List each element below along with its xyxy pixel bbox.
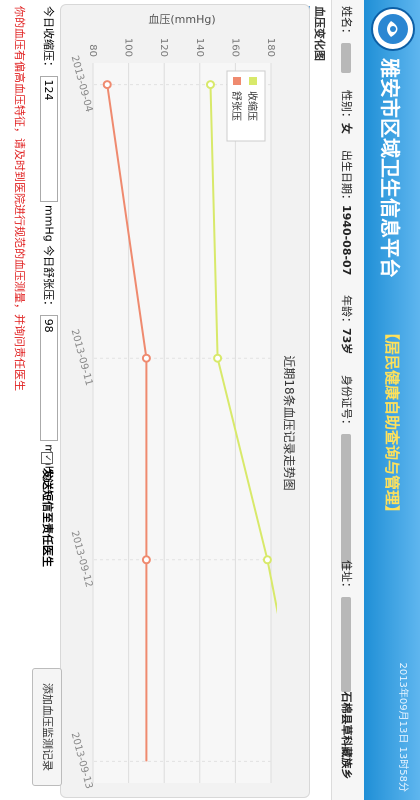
address-redacted <box>341 596 351 692</box>
data-point-systolic <box>262 555 272 565</box>
y-tick-label: 120 <box>158 38 169 57</box>
x-tick-label: 2013-09-12 <box>69 530 95 589</box>
y-tick-label: 100 <box>123 38 134 57</box>
today-sys-input[interactable] <box>40 75 58 202</box>
name-label: 姓名： <box>340 6 353 39</box>
platform-subtitle: 【居民健康自助查询与管理】 <box>383 325 401 521</box>
chart-title: 近期18条血压记录走势图 <box>282 355 296 490</box>
x-tick-label: 2013-09-04 <box>69 54 95 113</box>
legend-label: 收缩压 <box>246 91 259 121</box>
y-tick-label: 160 <box>229 38 240 57</box>
sms-option[interactable]: ✓ 发送短信至责任医生 <box>40 452 56 567</box>
data-point-diastolic <box>141 555 151 565</box>
x-tick-label: 2013-09-13 <box>69 731 95 790</box>
today-dia-input[interactable] <box>40 314 58 441</box>
gender-label: 性别： <box>340 90 353 123</box>
add-bp-record-button[interactable]: 添加血压监测记录 <box>32 668 62 786</box>
y-axis-label: 血压(mmHg) <box>148 12 215 26</box>
name-field: 姓名： <box>339 6 355 73</box>
tab-bp-chart[interactable]: 血压变化图 <box>308 6 328 61</box>
series-line-diastolic <box>106 84 148 762</box>
birth-label: 出生日期： <box>340 150 353 205</box>
platform-title: 雅安市区域卫生信息平台 <box>378 58 402 278</box>
current-datetime: 2013年09月13日 13时58分 <box>397 662 408 792</box>
today-bp-row: 今日收缩压： mmHg 今日舒张压： mmHg <box>36 6 58 481</box>
birth-value: 1940-08-07 <box>340 205 353 276</box>
patient-info-bar: 姓名： 性别：女 出生日期：1940-08-07 年龄：73岁 身份证号： 住址… <box>331 0 364 800</box>
sms-checkbox[interactable]: ✓ <box>41 452 53 464</box>
name-redacted <box>341 42 351 73</box>
age-field: 年龄：73岁 <box>339 295 355 354</box>
data-point-systolic <box>205 80 215 90</box>
y-tick-label: 80 <box>87 44 98 57</box>
legend-swatch <box>249 77 257 85</box>
address-value: 石棉县草科藏族乡 <box>340 691 353 780</box>
today-sys-unit: mmHg <box>42 205 56 242</box>
bp-warning-notice: 你的血压有偏高血压特征，请及时到医院进行规范的血压测量，并询问责任医生 <box>13 6 26 391</box>
legend-label: 舒张压 <box>230 91 243 121</box>
today-sys-label: 今日收缩压： <box>42 6 55 72</box>
legend-box <box>226 70 266 142</box>
legend-swatch <box>233 77 241 85</box>
data-point-systolic <box>213 353 223 363</box>
y-tick-label: 140 <box>194 38 205 57</box>
series-line-systolic <box>209 84 277 762</box>
bp-chart-card: 80 100 120 140 160 180 2013-09-04 2013-09-11 201… <box>60 4 310 798</box>
gender-field: 性别：女 <box>339 90 355 134</box>
plot-area <box>93 63 271 783</box>
x-tick-label: 2013-09-11 <box>69 328 95 387</box>
age-value: 73岁 <box>340 328 353 355</box>
sms-label: 发送短信至责任医生 <box>41 468 54 567</box>
y-tick-label: 180 <box>265 38 276 57</box>
platform-logo-icon <box>371 7 415 51</box>
age-label: 年龄： <box>340 295 353 328</box>
id-field: 身份证号： <box>339 375 355 569</box>
address-label: 住址： <box>340 560 353 593</box>
gender-value: 女 <box>340 123 353 134</box>
bp-chart: 80 100 120 140 160 180 2013-09-04 2013-09-11 201… <box>69 12 296 790</box>
header-banner: 雅安市区域卫生信息平台 【居民健康自助查询与管理】 2013年09月13日 13… <box>364 0 420 800</box>
birth-field: 出生日期：1940-08-07 <box>339 150 355 275</box>
today-dia-label: 今日舒张压： <box>42 245 55 312</box>
data-point-diastolic <box>141 353 151 363</box>
id-redacted <box>341 433 351 569</box>
data-point-diastolic <box>102 80 112 90</box>
id-label: 身份证号： <box>340 375 353 430</box>
address-field: 住址： 石棉县草科藏族乡 <box>339 560 355 780</box>
